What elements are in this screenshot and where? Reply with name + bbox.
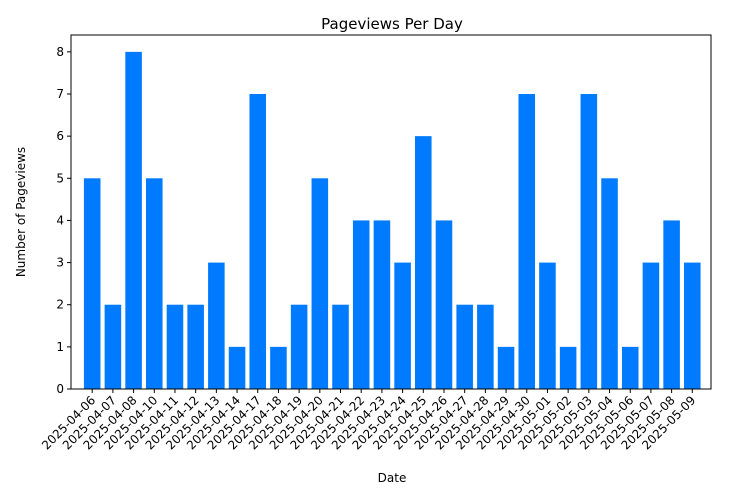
y-tick-label: 6 bbox=[56, 129, 64, 143]
y-tick-label: 1 bbox=[56, 340, 64, 354]
y-tick-label: 5 bbox=[56, 171, 64, 185]
bar-2025-04-10 bbox=[146, 178, 163, 389]
y-tick-label: 0 bbox=[56, 382, 64, 396]
y-tick-label: 3 bbox=[56, 256, 64, 270]
bar-2025-04-07 bbox=[104, 304, 122, 389]
x-axis: 2025-04-062025-04-072025-04-082025-04-10… bbox=[39, 389, 698, 452]
chart-title: Pageviews Per Day bbox=[321, 15, 463, 33]
bar-2025-05-02 bbox=[559, 346, 577, 389]
bar-2025-04-17 bbox=[249, 94, 267, 389]
x-axis-label: Date bbox=[378, 471, 407, 485]
bar-2025-04-06 bbox=[83, 178, 101, 389]
bar-2025-04-28 bbox=[477, 304, 494, 389]
bar-2025-05-09 bbox=[684, 262, 701, 389]
y-axis: 0 1 2 3 4 5 6 7 8 bbox=[56, 45, 71, 396]
y-tick-label: 4 bbox=[56, 213, 64, 227]
bar-2025-05-08 bbox=[663, 220, 680, 389]
bars-group bbox=[83, 51, 701, 390]
bar-2025-04-20 bbox=[311, 178, 329, 389]
bar-2025-04-30 bbox=[518, 94, 536, 389]
bar-2025-05-07 bbox=[642, 262, 660, 389]
bar-2025-04-13 bbox=[208, 262, 225, 389]
bar-2025-04-23 bbox=[373, 220, 391, 389]
y-tick-label: 2 bbox=[56, 298, 64, 312]
bar-2025-04-11 bbox=[166, 304, 184, 389]
y-axis-label: Number of Pageviews bbox=[14, 147, 28, 277]
bar-2025-04-27 bbox=[456, 304, 473, 389]
bar-2025-04-18 bbox=[270, 346, 287, 389]
bar-2025-04-24 bbox=[394, 262, 411, 389]
bar-2025-04-12 bbox=[187, 304, 204, 389]
bar-2025-04-19 bbox=[290, 304, 308, 389]
bar-2025-05-01 bbox=[539, 262, 556, 389]
y-tick-label: 8 bbox=[56, 45, 64, 59]
bar-2025-04-21 bbox=[332, 304, 349, 389]
bar-2025-04-14 bbox=[228, 346, 246, 389]
y-tick-label: 7 bbox=[56, 87, 64, 101]
bar-2025-04-22 bbox=[352, 220, 370, 389]
bar-2025-05-06 bbox=[621, 346, 639, 389]
bar-2025-05-04 bbox=[601, 178, 618, 389]
bar-2025-04-08 bbox=[125, 51, 142, 390]
bar-2025-04-26 bbox=[435, 220, 453, 389]
bar-2025-05-03 bbox=[580, 94, 598, 389]
bar-2025-04-29 bbox=[497, 346, 515, 389]
bar-2025-04-25 bbox=[415, 136, 432, 389]
plot-frame bbox=[70, 34, 712, 390]
